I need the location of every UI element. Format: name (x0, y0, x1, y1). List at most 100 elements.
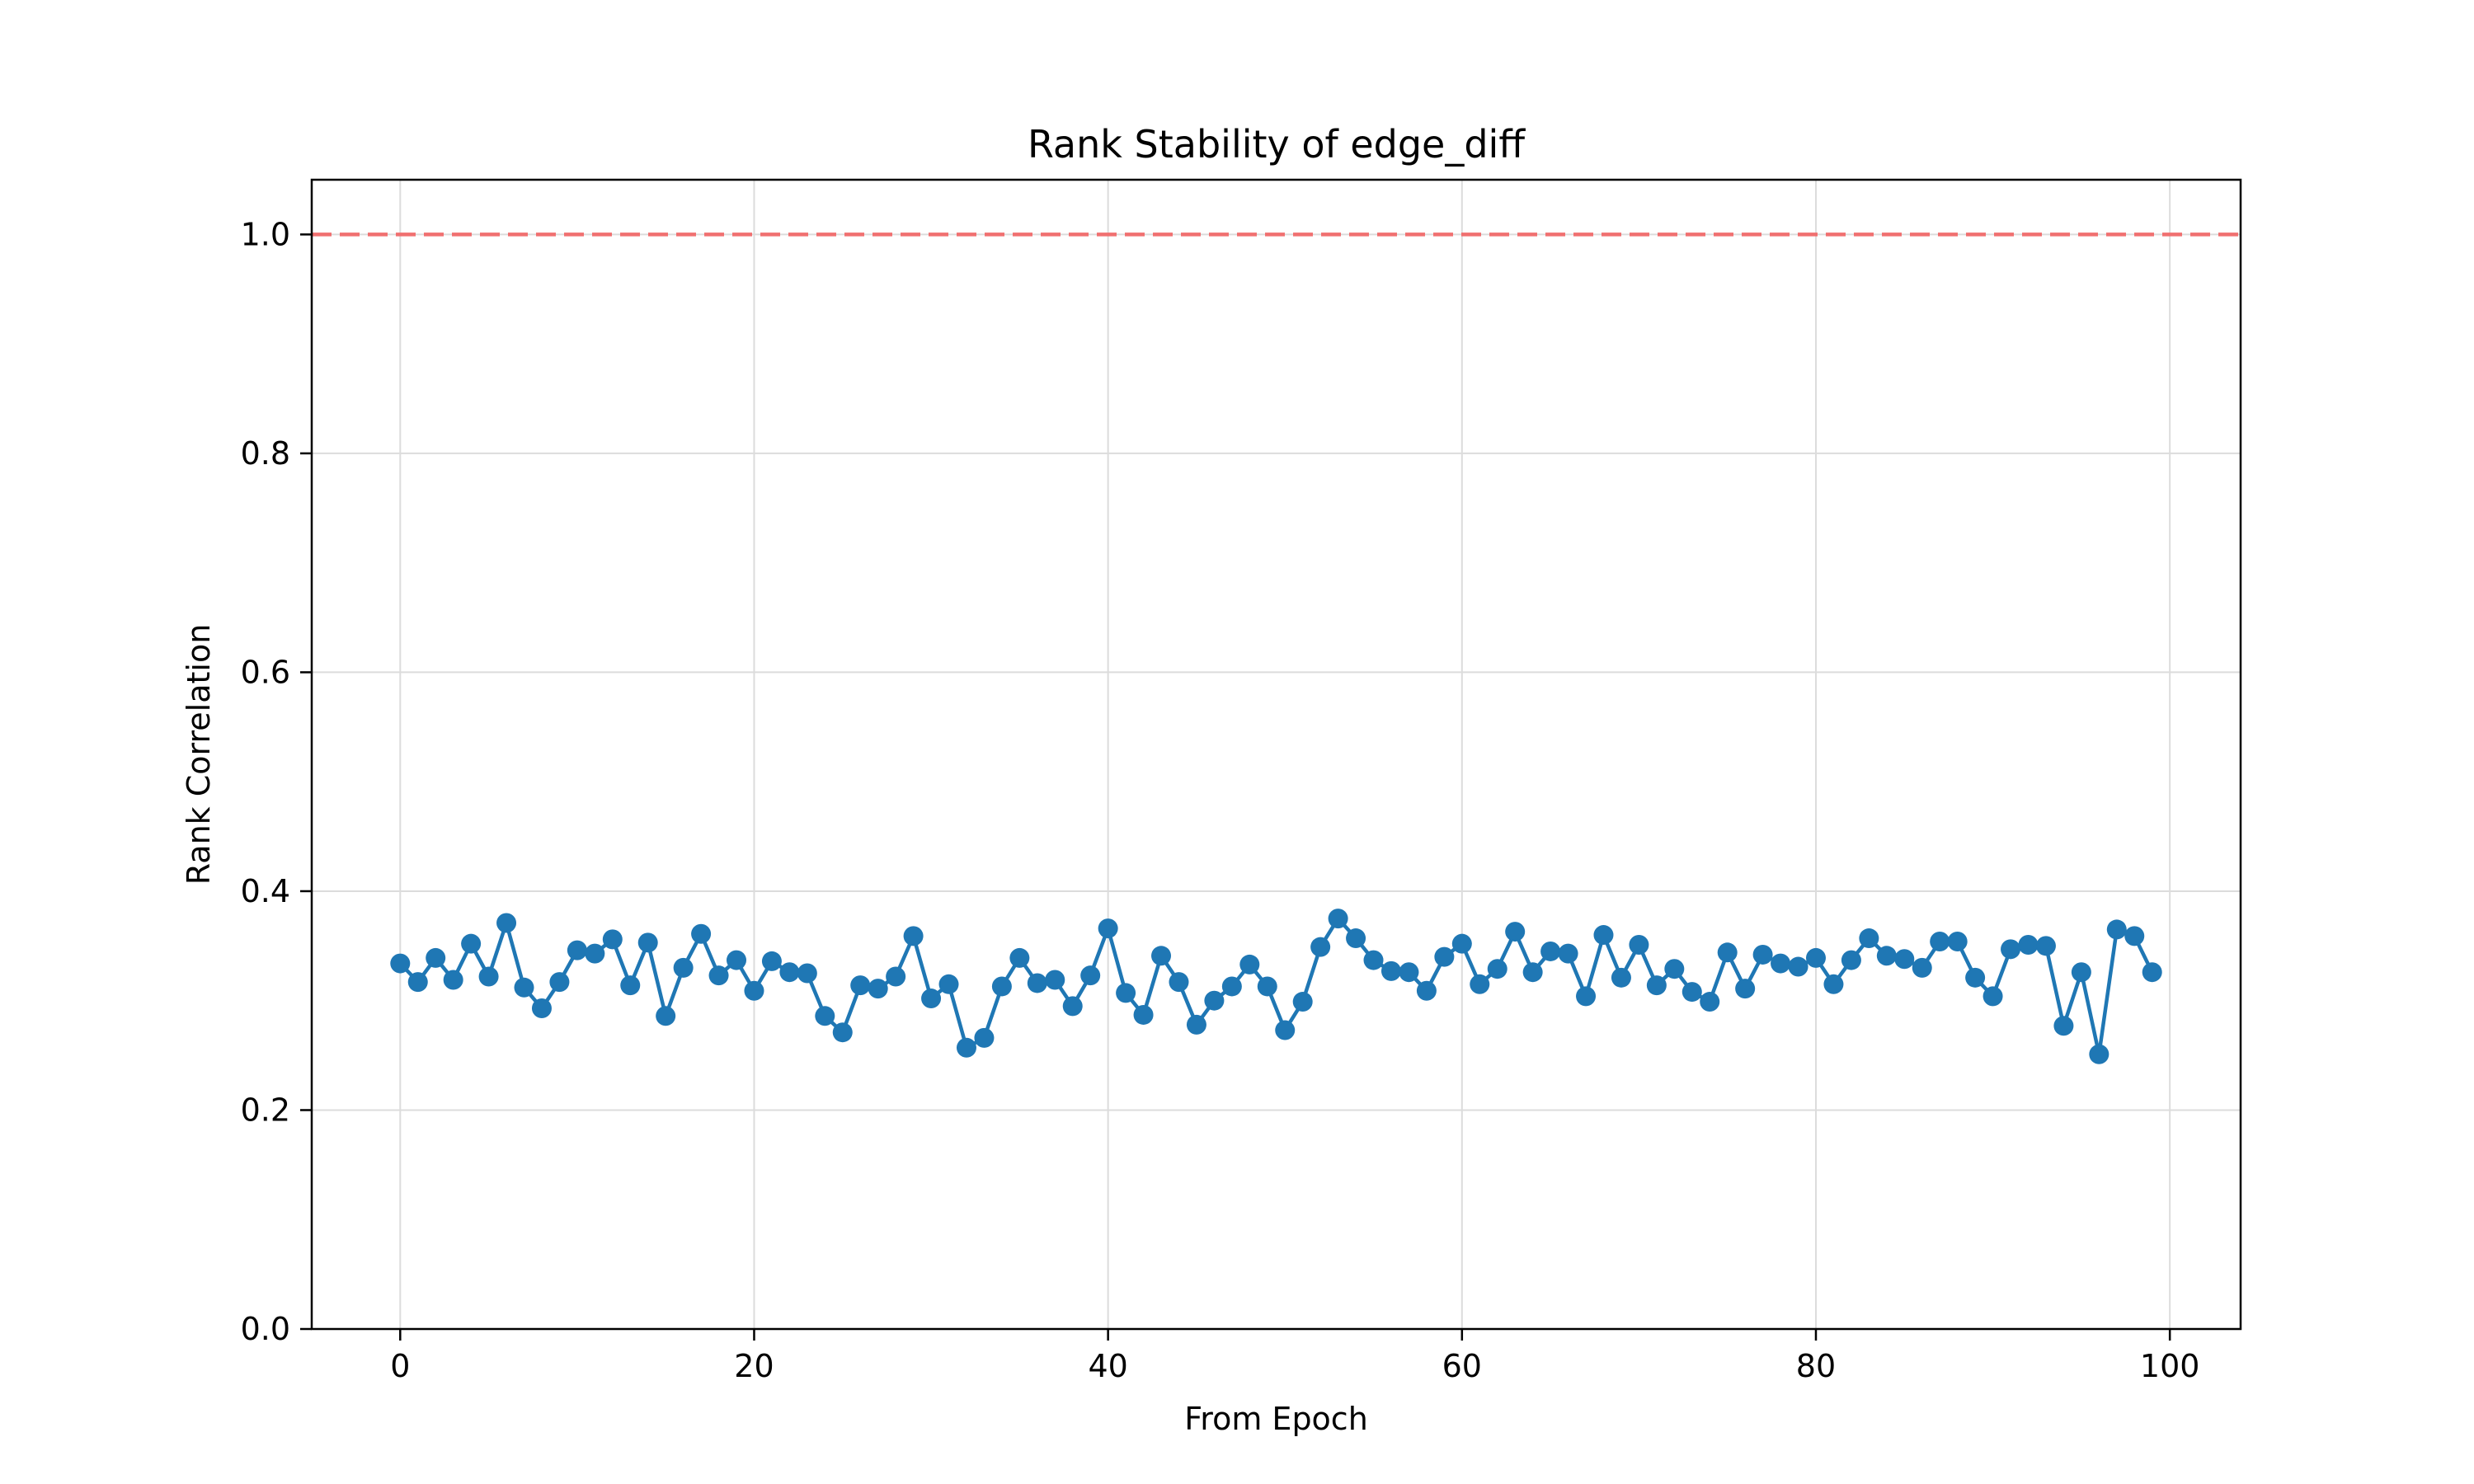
data-point (797, 963, 817, 984)
y-tick-label: 1.0 (241, 216, 290, 252)
y-tick-label: 0.8 (241, 435, 290, 472)
data-point (2071, 962, 2091, 983)
data-point (1982, 986, 2003, 1007)
data-point (1275, 1020, 1296, 1040)
data-point (1505, 922, 1526, 942)
data-point (1912, 957, 1932, 978)
data-point (585, 943, 605, 964)
data-point (691, 923, 712, 944)
data-point (938, 974, 959, 994)
data-point (1328, 909, 1348, 929)
data-point (1664, 959, 1685, 979)
data-point (1965, 967, 1986, 988)
data-point (673, 957, 694, 978)
data-point (1098, 918, 1118, 939)
series-line (398, 916, 2154, 1057)
x-tick-label: 0 (390, 1348, 410, 1384)
data-point (1451, 933, 1472, 954)
data-point (1735, 979, 1756, 999)
data-point (1681, 982, 1702, 1003)
x-tick-label: 20 (734, 1348, 774, 1384)
plot-frame (310, 178, 2242, 1331)
data-point (868, 979, 888, 999)
data-point (620, 975, 641, 996)
y-axis-label: Rank Correlation (181, 624, 217, 885)
data-point (1876, 946, 1897, 966)
data-point (1629, 935, 1649, 956)
data-point (1151, 946, 1172, 966)
x-tick-label: 60 (1442, 1348, 1482, 1384)
data-point (531, 998, 552, 1019)
data-point (1380, 960, 1401, 981)
data-point (832, 1022, 853, 1043)
data-point (1576, 986, 1597, 1007)
data-point (1841, 950, 1861, 970)
x-tick-label: 80 (1796, 1348, 1836, 1384)
data-point (426, 947, 446, 968)
data-point (407, 972, 428, 993)
data-point (549, 972, 570, 993)
data-point (2035, 936, 2056, 956)
data-point (1399, 962, 1419, 983)
data-point (886, 966, 906, 987)
y-tick-label: 0.4 (241, 873, 290, 909)
data-point (496, 913, 517, 933)
data-point (1771, 953, 1791, 974)
x-axis-ticks: 0 20 40 60 80 100 (390, 1329, 2199, 1384)
data-point (1346, 928, 1366, 949)
data-point (1363, 950, 1384, 970)
data-point (1221, 976, 1242, 997)
data-point (991, 976, 1012, 997)
data-point (1080, 965, 1101, 986)
data-point (1593, 925, 1614, 946)
data-point (1487, 959, 1507, 979)
data-point (1204, 990, 1225, 1011)
data-point (461, 933, 482, 954)
data-point (1292, 992, 1313, 1012)
data-point (567, 940, 587, 960)
data-point (2124, 926, 2145, 946)
data-point (2142, 962, 2162, 983)
x-tick-label: 40 (1088, 1348, 1127, 1384)
data-point (1169, 972, 1189, 993)
y-axis-ticks: 0.0 0.2 0.4 0.6 0.8 1.0 (241, 216, 312, 1347)
data-point (2106, 919, 2127, 940)
data-point (1009, 947, 1030, 968)
data-point (602, 929, 623, 950)
data-point (1805, 947, 1826, 968)
data-point (656, 1006, 676, 1026)
data-point (974, 1027, 995, 1048)
data-point (1257, 976, 1277, 997)
data-point (1062, 996, 1083, 1017)
data-point (1752, 944, 1773, 965)
data-point (903, 926, 924, 946)
data-point (1859, 928, 1879, 949)
data-point (727, 950, 747, 970)
data-point (1894, 949, 1915, 970)
data-point (1434, 946, 1455, 967)
data-point (956, 1037, 976, 1058)
data-point (1700, 992, 1720, 1012)
data-point (390, 953, 411, 974)
y-tick-label: 0.6 (241, 654, 290, 690)
data-point (1540, 941, 1561, 961)
y-tick-label: 0.2 (241, 1092, 290, 1128)
data-point (1470, 974, 1490, 994)
data-point (1558, 943, 1578, 964)
data-point (1930, 932, 1950, 952)
data-point (1133, 1004, 1154, 1025)
data-point (744, 980, 764, 1001)
data-point (1310, 937, 1331, 957)
data-point (779, 962, 800, 983)
data-point (1027, 973, 1047, 993)
data-point (1045, 970, 1065, 990)
data-point (2089, 1044, 2109, 1064)
x-axis-label: From Epoch (1184, 1401, 1368, 1437)
data-point (1947, 932, 1968, 952)
data-point (443, 970, 463, 990)
data-point (1717, 942, 1738, 963)
chart-title: Rank Stability of edge_diff (1028, 122, 1526, 167)
x-tick-label: 100 (2140, 1348, 2200, 1384)
data-point (1788, 956, 1808, 977)
